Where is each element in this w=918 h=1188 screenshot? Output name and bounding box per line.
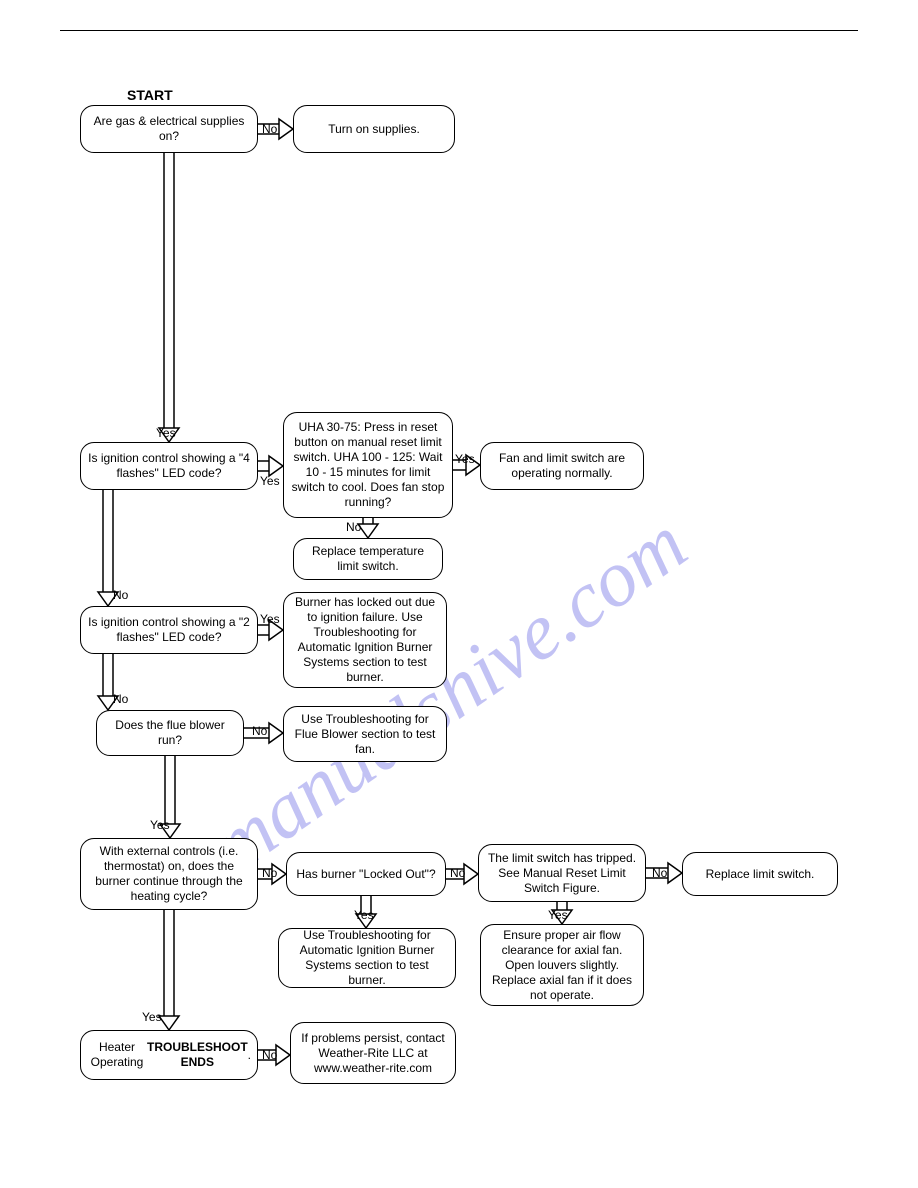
- edge-label: Yes: [260, 474, 280, 488]
- flowchart-node: With external controls (i.e. thermostat)…: [80, 838, 258, 910]
- flowchart-node: Use Troubleshooting for Automatic Igniti…: [278, 928, 456, 988]
- edge-label: No: [346, 520, 361, 534]
- flowchart-node: Use Troubleshooting for Flue Blower sect…: [283, 706, 447, 762]
- flowchart-node: Does the flue blower run?: [96, 710, 244, 756]
- flowchart-node: UHA 30-75: Press in reset button on manu…: [283, 412, 453, 518]
- top-rule: [60, 30, 858, 31]
- flowchart-node: Is ignition control showing a "2 flashes…: [80, 606, 258, 654]
- flowchart-node: Turn on supplies.: [293, 105, 455, 153]
- edge-label: Yes: [354, 908, 374, 922]
- edge-label: No: [262, 1048, 277, 1062]
- edge-label: No: [652, 866, 667, 880]
- edge-label: No: [113, 588, 128, 602]
- edge-label: No: [113, 692, 128, 706]
- edge-label: Yes: [150, 818, 170, 832]
- flowchart-page: manualshive.com START Are gas & electric…: [0, 0, 918, 1188]
- flowchart-node: Replace limit switch.: [682, 852, 838, 896]
- flowchart-node: Heater OperatingTROUBLESHOOT ENDS.: [80, 1030, 258, 1080]
- connector-layer: [0, 0, 918, 1188]
- watermark: manualshive.com: [194, 498, 703, 892]
- edge-label: No: [450, 866, 465, 880]
- edge-label: Yes: [260, 612, 280, 626]
- edge-label: No: [262, 122, 277, 136]
- flowchart-node: Burner has locked out due to ignition fa…: [283, 592, 447, 688]
- flowchart-node: Fan and limit switch are operating norma…: [480, 442, 644, 490]
- flowchart-node: If problems persist, contact Weather-Rit…: [290, 1022, 456, 1084]
- edge-label: Yes: [142, 1010, 162, 1024]
- start-label: START: [127, 87, 173, 103]
- flowchart-node: Are gas & electrical supplies on?: [80, 105, 258, 153]
- flowchart-node: Is ignition control showing a "4 flashes…: [80, 442, 258, 490]
- edge-label: No: [252, 724, 267, 738]
- edge-label: Yes: [455, 452, 475, 466]
- flowchart-node: Ensure proper air flow clearance for axi…: [480, 924, 644, 1006]
- flowchart-node: Replace temperature limit switch.: [293, 538, 443, 580]
- edge-label: No: [262, 866, 277, 880]
- flowchart-node: The limit switch has tripped. See Manual…: [478, 844, 646, 902]
- edge-label: Yes: [548, 908, 568, 922]
- flowchart-node: Has burner "Locked Out"?: [286, 852, 446, 896]
- edge-label: Yes: [156, 426, 176, 440]
